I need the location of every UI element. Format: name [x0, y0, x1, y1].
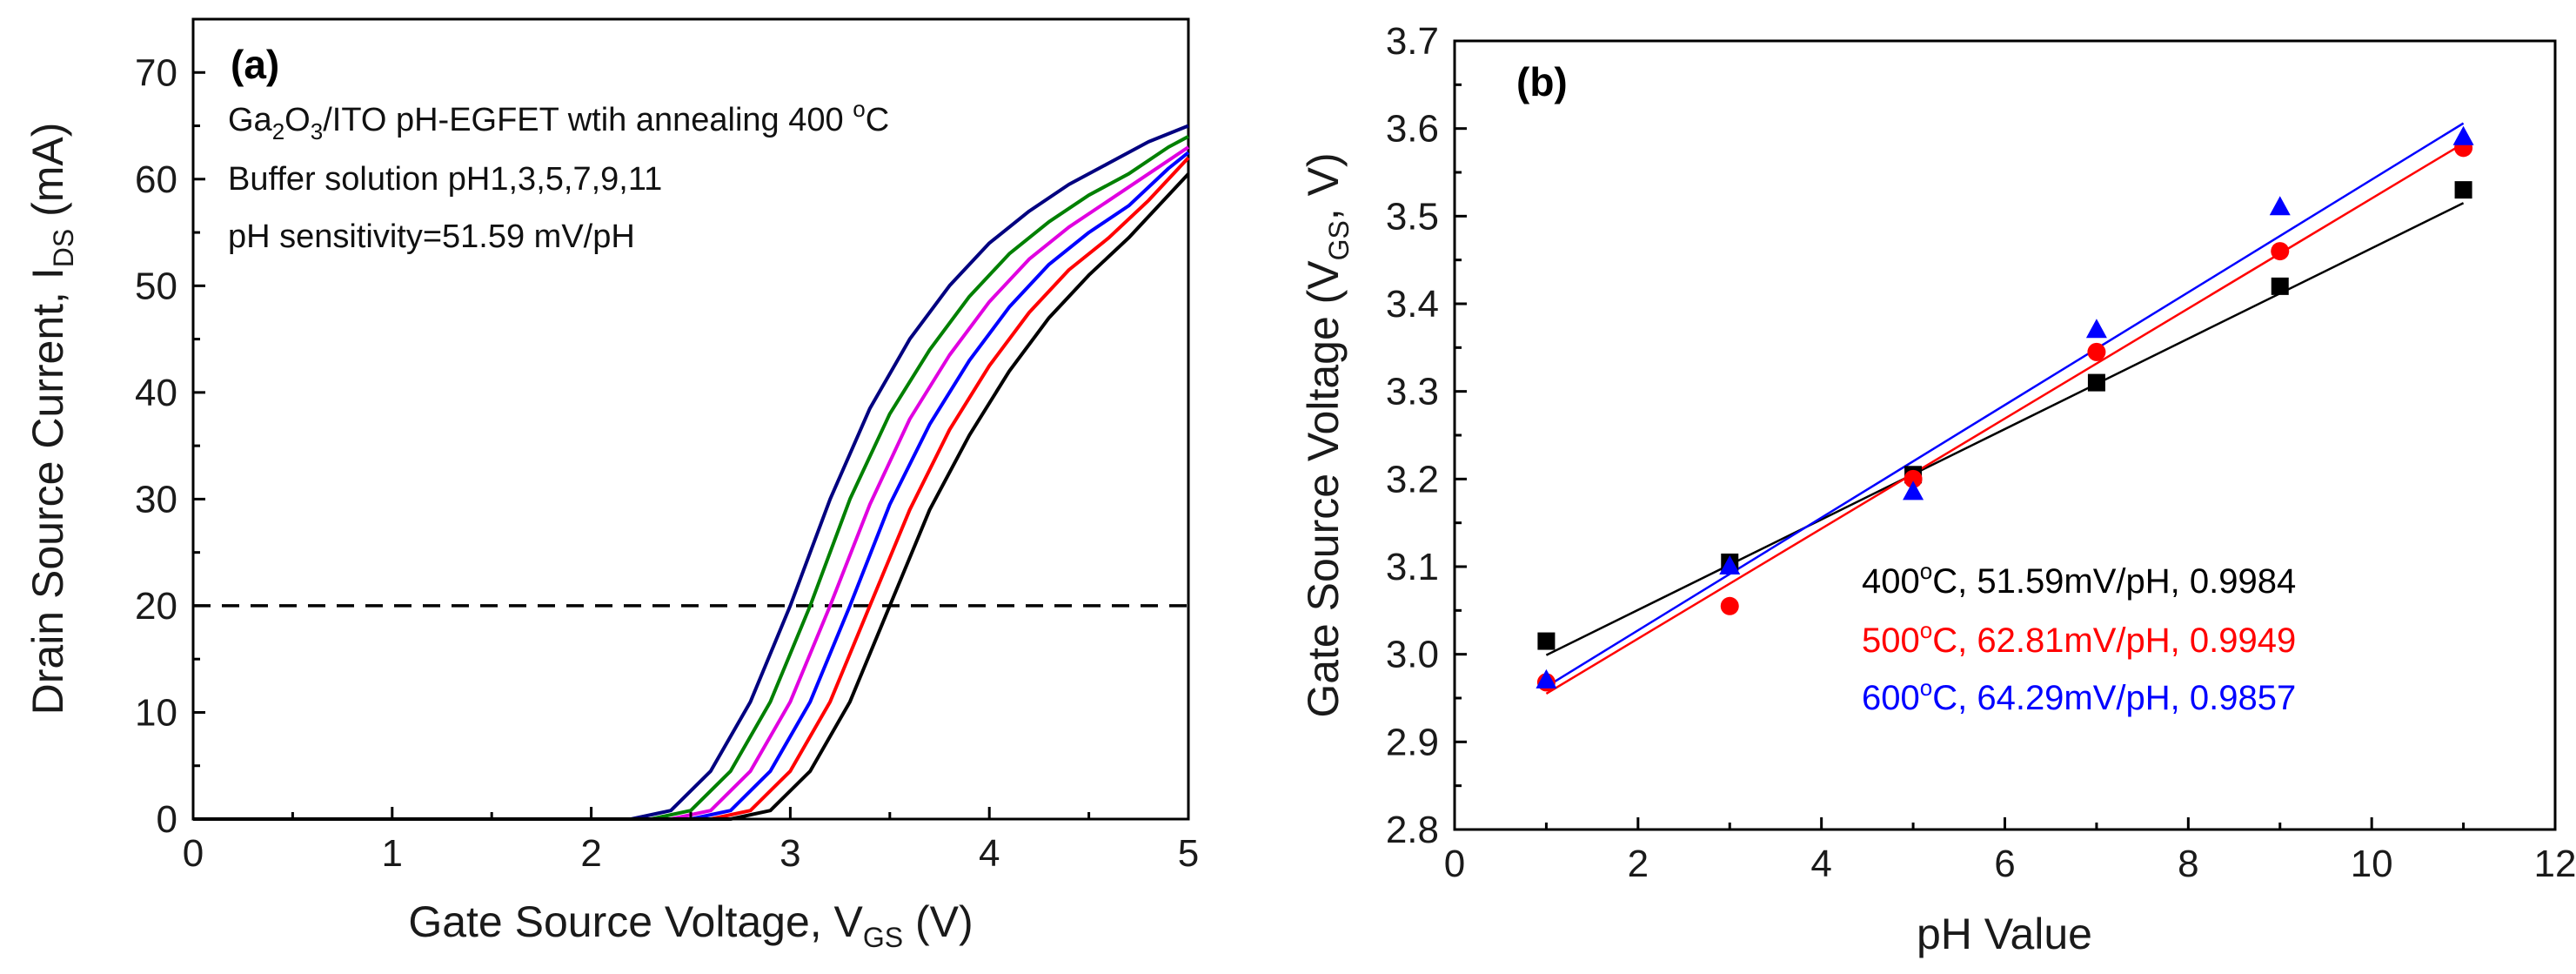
y-tick-label: 3.0 — [1386, 634, 1439, 676]
data-point-600c — [1903, 480, 1924, 500]
y-tick-label: 70 — [135, 51, 177, 94]
series-line-ph11 — [193, 172, 1190, 821]
y-tick-label: 2.8 — [1386, 809, 1439, 851]
x-tick-label: 0 — [183, 832, 204, 875]
panel-a-y-ticks: 0 10 20 30 40 50 60 70 — [135, 17, 205, 841]
y-tick-label: 0 — [157, 798, 177, 841]
panel-b-fit-lines — [1545, 122, 2465, 695]
legend-entry-500c: 500oC, 62.81mV/pH, 0.9949 — [1862, 617, 2296, 660]
y-tick-label: 3.5 — [1386, 195, 1439, 238]
y-tick-label: 50 — [135, 265, 177, 307]
data-point-500c — [1904, 469, 1923, 488]
panel-b-x-axis-label: pH Value — [1917, 910, 2092, 958]
x-tick-label: 5 — [1178, 832, 1199, 875]
series-line-ph3 — [193, 135, 1189, 821]
y-tick-label: 3.2 — [1386, 458, 1439, 500]
y-tick-label: 20 — [135, 585, 177, 628]
data-point-500c — [1720, 596, 1739, 615]
legend-entry-400c: 400oC, 51.59mV/pH, 0.9984 — [1862, 558, 2296, 601]
x-tick-label: 3 — [779, 832, 800, 875]
data-point-400c — [1537, 632, 1556, 650]
panel-a-label: (a) — [231, 42, 279, 87]
x-tick-label: 4 — [1810, 843, 1831, 885]
y-tick-label: 3.6 — [1386, 108, 1439, 151]
panel-b-x-ticks: 0 2 4 6 8 10 12 — [1444, 817, 2576, 885]
panel-a-y-axis-label: Drain Source Current, IDS (mA) — [23, 123, 79, 715]
data-point-600c — [2452, 125, 2474, 145]
panel-a-x-ticks: 0 1 2 3 4 5 — [183, 807, 1199, 875]
data-point-400c — [2087, 373, 2105, 392]
y-tick-label: 60 — [135, 158, 177, 201]
x-tick-label: 2 — [1628, 843, 1649, 885]
series-line-ph9 — [193, 156, 1190, 821]
fit-line-500c — [1545, 142, 2465, 695]
x-tick-label: 10 — [2351, 843, 2393, 885]
panel-a-x-axis-label: Gate Source Voltage, VGS (V) — [408, 897, 973, 953]
fit-line-400c — [1545, 202, 2465, 656]
panel-b-chart: 0 2 4 6 8 10 12 2.8 2.9 3.0 3.1 3.2 3.3 3.4 3.5 3.6 3.7… — [1299, 20, 2576, 958]
y-tick-label: 3.3 — [1386, 371, 1439, 413]
series-line-ph1 — [193, 124, 1189, 821]
x-tick-label: 2 — [580, 832, 601, 875]
panel-a-series-group — [193, 124, 1190, 821]
panel-b-label: (b) — [1516, 59, 1568, 104]
panel-b-y-axis-label: Gate Source Voltage (VGS, V) — [1299, 152, 1355, 717]
x-tick-label: 4 — [979, 832, 1000, 875]
x-tick-label: 0 — [1444, 843, 1465, 885]
y-tick-label: 3.4 — [1386, 283, 1439, 326]
data-point-600c — [2269, 196, 2291, 216]
y-tick-label: 30 — [135, 478, 177, 521]
series-line-ph5 — [193, 145, 1190, 821]
y-tick-label: 3.1 — [1386, 546, 1439, 588]
x-tick-label: 6 — [1994, 843, 2015, 885]
panel-b-data-points — [1536, 125, 2474, 692]
data-point-600c — [1536, 668, 1557, 689]
panel-b-legend: 400oC, 51.59mV/pH, 0.9984 500oC, 62.81mV… — [1862, 558, 2296, 717]
data-point-400c — [2271, 277, 2289, 295]
panel-a-annotation-sensitivity: pH sensitivity=51.59 mV/pH — [228, 218, 635, 255]
fit-line-600c — [1545, 122, 2465, 688]
x-tick-label: 8 — [2178, 843, 2198, 885]
panel-a-annotation-buffer: Buffer solution pH1,3,5,7,9,11 — [228, 161, 662, 198]
panel-a-annotation-title: Ga2O3/ITO pH-EGFET wtih annealing 400 oC — [228, 96, 889, 144]
series-line-ph7 — [193, 151, 1190, 821]
panel-b-y-ticks: 2.8 2.9 3.0 3.1 3.2 3.3 3.4 3.5 3.6 3.7 — [1386, 20, 1467, 851]
data-point-500c — [2087, 342, 2106, 361]
data-point-600c — [2085, 319, 2107, 339]
panel-a-chart: 0 1 2 3 4 5 0 10 20 30 40 50 60 70 (a) Ga2O3/ITO pH-… — [23, 17, 1199, 953]
y-tick-label: 40 — [135, 372, 177, 414]
panel-a-plot-frame — [191, 17, 1190, 821]
y-tick-label: 2.9 — [1386, 721, 1439, 763]
x-tick-label: 1 — [382, 832, 403, 875]
y-tick-label: 3.7 — [1386, 20, 1439, 63]
data-point-600c — [1719, 555, 1741, 574]
legend-entry-600c: 600oC, 64.29mV/pH, 0.9857 — [1862, 675, 2296, 717]
data-point-500c — [2271, 242, 2290, 261]
x-tick-label: 12 — [2534, 843, 2576, 885]
y-tick-label: 10 — [135, 691, 177, 734]
data-point-400c — [2454, 181, 2472, 199]
